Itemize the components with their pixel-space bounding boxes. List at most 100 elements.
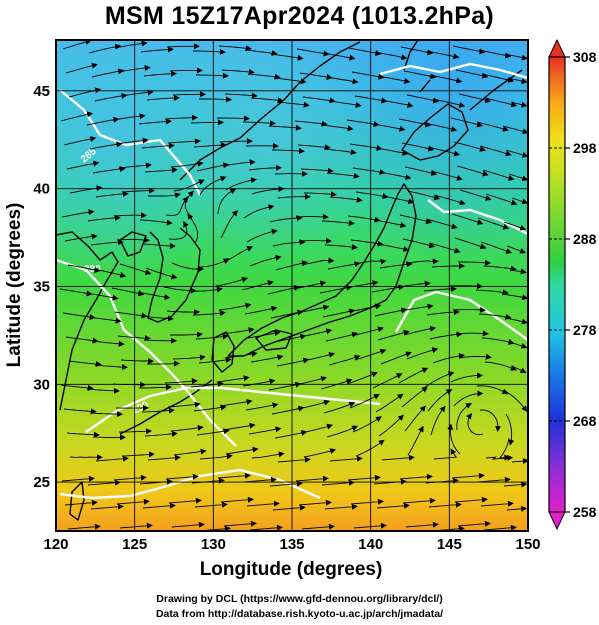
streamline [165, 196, 189, 216]
streamline [477, 217, 510, 230]
streamline [196, 72, 229, 79]
streamline [427, 146, 461, 157]
streamline [323, 148, 357, 155]
streamline [504, 53, 528, 61]
streamline [407, 190, 441, 201]
streamline [173, 179, 205, 192]
x-tick-label: 150 [515, 536, 540, 553]
colorbar: 258 268 278 288 298 308 [548, 38, 597, 531]
streamline [298, 499, 332, 506]
credit-drawing: Drawing by DCL (https://www.gfd-dennou.o… [156, 593, 443, 605]
streamline [193, 48, 226, 55]
streamline [510, 365, 527, 374]
colorbar-tick-label: 258 [573, 504, 597, 520]
streamline [147, 360, 180, 367]
streamline [506, 505, 528, 512]
streamline [458, 353, 492, 360]
streamline [482, 169, 515, 181]
streamline [329, 196, 363, 203]
streamline [405, 258, 439, 265]
isotherm-east [427, 199, 528, 236]
streamline [246, 228, 278, 243]
streamline [269, 215, 303, 223]
isotherm-290-south [85, 386, 381, 433]
streamline [510, 101, 528, 108]
streamline [141, 142, 175, 149]
streamline [402, 238, 436, 249]
streamline [267, 284, 301, 295]
streamline [376, 243, 410, 252]
streamline [225, 446, 259, 455]
streamline [374, 307, 408, 317]
streamline [92, 165, 126, 174]
streamline [455, 69, 489, 79]
streamline [456, 403, 473, 431]
streamline [294, 375, 328, 386]
streamline [272, 504, 306, 511]
streamline [114, 311, 148, 319]
streamline [345, 280, 379, 289]
streamline [195, 333, 229, 340]
streamline [373, 219, 407, 228]
streamline [352, 416, 382, 433]
streamline [475, 289, 509, 296]
streamline [428, 501, 462, 508]
y-tick-label: 25 [33, 474, 50, 491]
streamline [91, 340, 125, 347]
streamline [243, 476, 277, 483]
streamline [218, 302, 252, 311]
y-tick-label: 30 [33, 376, 50, 393]
streamline [247, 330, 281, 339]
streamline [224, 351, 258, 359]
streamline [326, 425, 359, 438]
streamline [466, 412, 484, 436]
colorbar-tick-label: 288 [573, 231, 597, 247]
streamline [432, 98, 466, 108]
streamline [95, 190, 129, 198]
streamline [295, 213, 329, 220]
y-tick-label: 45 [33, 83, 50, 100]
streamline [196, 428, 230, 436]
streamline [112, 113, 146, 121]
coastline-sakhalin [403, 40, 431, 93]
streamline [199, 176, 227, 196]
streamline [68, 360, 102, 368]
streamline [321, 220, 355, 226]
streamline [137, 291, 171, 301]
streamline [143, 337, 177, 344]
streamline [90, 239, 124, 246]
streamline [452, 306, 486, 313]
streamline [511, 197, 528, 205]
streamline [167, 401, 201, 408]
streamline [483, 265, 517, 272]
streamline [400, 46, 434, 56]
streamline [348, 47, 382, 56]
streamline [427, 389, 453, 412]
streamline [121, 451, 155, 458]
streamline [322, 308, 356, 318]
streamline [243, 204, 275, 219]
streamline [452, 45, 486, 55]
isotherm-290-west [56, 258, 237, 447]
streamline [478, 313, 512, 320]
streamline [142, 502, 176, 509]
streamline [485, 193, 518, 206]
streamline [428, 242, 461, 254]
colorbar-tick-label: 268 [573, 413, 597, 429]
streamline [66, 160, 100, 170]
streamline [276, 101, 310, 108]
streamline [275, 260, 308, 271]
streamline [401, 142, 435, 152]
streamline [61, 209, 95, 218]
streamline [351, 71, 385, 80]
streamline [380, 351, 412, 365]
streamline [378, 414, 405, 437]
streamline [377, 75, 411, 84]
streamline [297, 399, 330, 410]
streamline [403, 325, 437, 336]
coastline-kyushu [211, 331, 235, 373]
streamline [503, 221, 527, 231]
streamline [453, 141, 486, 152]
streamline [348, 303, 382, 313]
grid-lines [56, 40, 528, 531]
